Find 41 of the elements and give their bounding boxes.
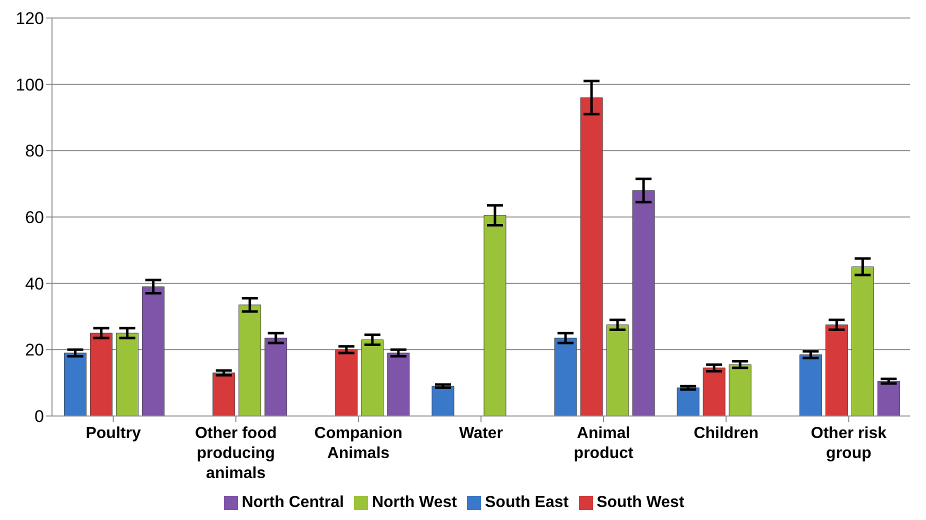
x-tick-label: Water bbox=[459, 425, 503, 442]
bar bbox=[116, 332, 139, 416]
bar bbox=[728, 364, 752, 416]
y-tick-label: 80 bbox=[25, 142, 44, 161]
x-tick-label: Other food producing animals bbox=[194, 425, 277, 482]
y-tick-label: 40 bbox=[25, 274, 44, 294]
bar bbox=[432, 386, 454, 416]
bar bbox=[877, 380, 900, 416]
legend-label: North West bbox=[372, 494, 457, 511]
x-tick-label: Other risk group bbox=[810, 425, 887, 462]
bar bbox=[851, 266, 874, 416]
y-tick-label: 60 bbox=[25, 208, 44, 228]
bar bbox=[606, 324, 629, 416]
bar bbox=[387, 352, 410, 416]
bar bbox=[580, 97, 603, 416]
bar bbox=[64, 352, 87, 416]
bar bbox=[238, 304, 262, 416]
legend-label: South West bbox=[596, 494, 684, 511]
bar bbox=[264, 338, 288, 416]
x-tick-label: Animal product bbox=[574, 425, 634, 462]
y-tick-label: 120 bbox=[16, 9, 44, 28]
bar bbox=[554, 338, 577, 416]
bar bbox=[212, 372, 236, 416]
bar bbox=[142, 286, 165, 416]
legend-label: South East bbox=[485, 494, 569, 511]
bar bbox=[335, 349, 358, 416]
bar bbox=[632, 190, 655, 416]
bar bbox=[676, 388, 700, 416]
bar bbox=[702, 368, 726, 416]
bar bbox=[799, 354, 822, 416]
y-tick-label: 0 bbox=[34, 407, 44, 426]
x-tick-label: Companion Animals bbox=[314, 425, 402, 462]
bar bbox=[90, 332, 113, 416]
bar bbox=[361, 339, 384, 416]
x-tick-label: Poultry bbox=[86, 425, 141, 442]
x-tick-label: Children bbox=[694, 425, 759, 442]
y-tick-label: 100 bbox=[16, 75, 44, 94]
legend-label: North Central bbox=[242, 494, 344, 511]
bar bbox=[825, 324, 848, 416]
bar bbox=[484, 215, 506, 416]
y-tick-label: 20 bbox=[25, 340, 44, 360]
